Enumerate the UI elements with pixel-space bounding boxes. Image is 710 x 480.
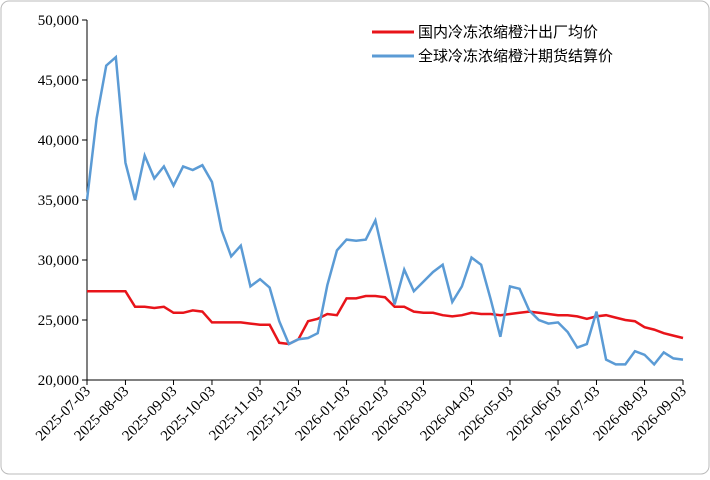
y-tick-label: 45,000 — [38, 73, 79, 89]
y-tick-label: 35,000 — [38, 193, 79, 209]
legend-label: 全球冷冻浓缩橙汁期货结算价 — [418, 47, 613, 65]
legend-label: 国内冷冻浓缩橙汁出厂均价 — [418, 23, 598, 41]
y-tick-label: 50,000 — [38, 13, 79, 29]
y-tick-label: 20,000 — [38, 373, 79, 389]
line-series — [85, 54, 684, 367]
y-tick-label: 25,000 — [38, 313, 79, 329]
y-tick-label: 30,000 — [38, 253, 79, 269]
line-series — [87, 289, 684, 346]
y-tick-label: 40,000 — [38, 133, 79, 149]
